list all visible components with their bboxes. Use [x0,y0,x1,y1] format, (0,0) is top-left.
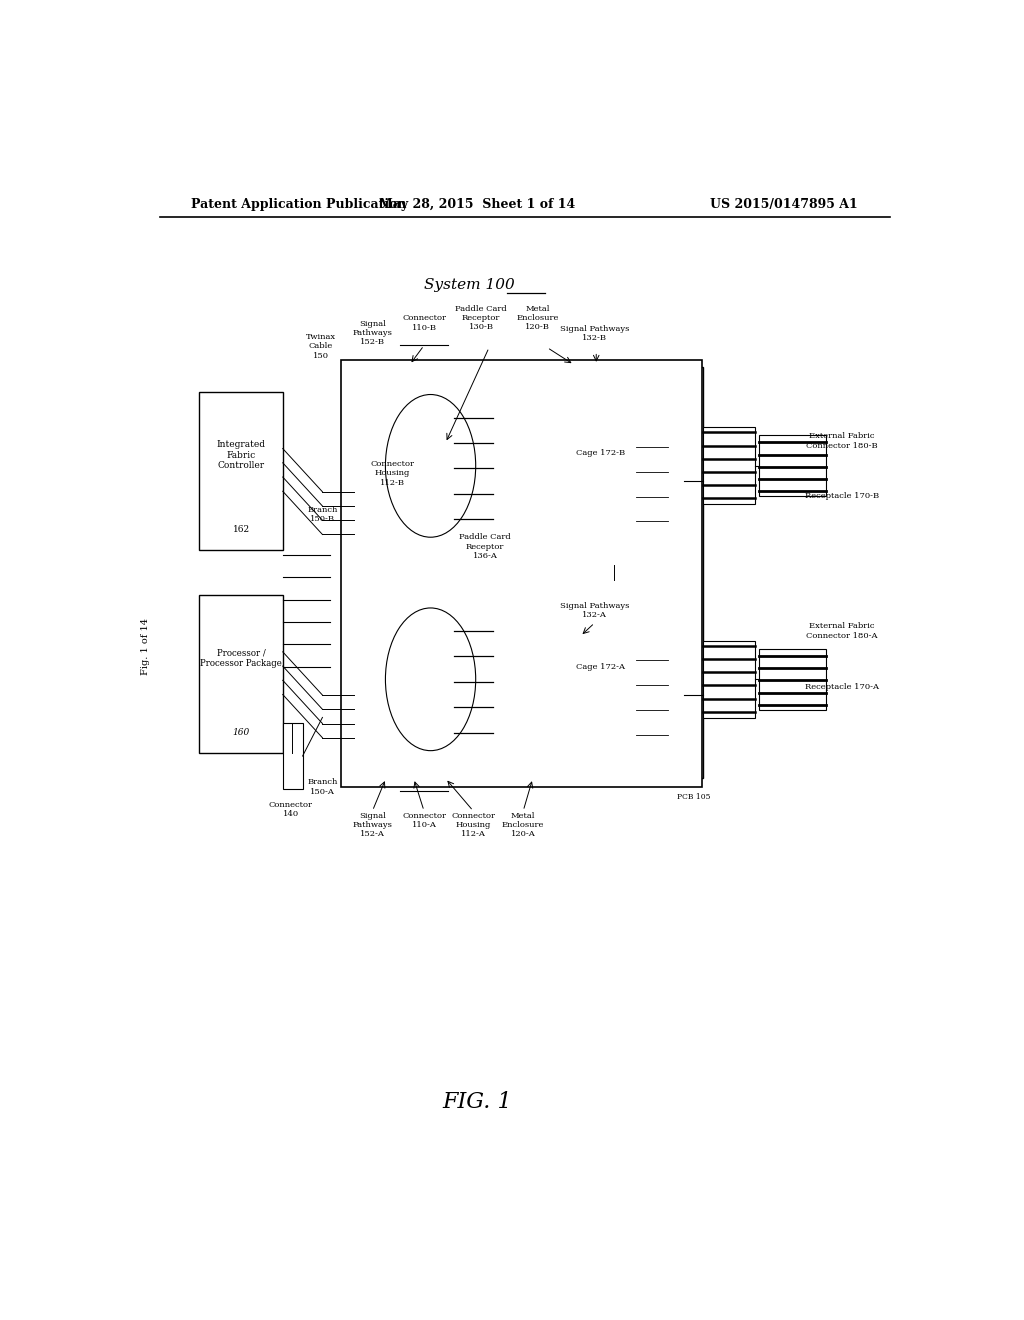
Ellipse shape [385,609,476,751]
Bar [200,595,283,752]
Bar [545,367,684,565]
Text: Signal Pathways
132-A: Signal Pathways 132-A [560,602,630,619]
Text: May 28, 2015  Sheet 1 of 14: May 28, 2015 Sheet 1 of 14 [379,198,575,211]
Text: Metal
Enclosure
120-A: Metal Enclosure 120-A [502,812,545,838]
Text: Connector
Housing
112-A: Connector Housing 112-A [452,812,496,838]
Bar [354,581,684,779]
Text: External Fabric
Connector 180-A: External Fabric Connector 180-A [807,623,878,640]
Text: System 100: System 100 [424,279,515,293]
Bar [759,649,826,710]
Bar [684,367,703,779]
Text: 162: 162 [232,525,250,533]
Bar [759,436,826,496]
Bar [545,581,684,779]
Text: Paddle Card
Receptor
130-B: Paddle Card Receptor 130-B [456,305,507,331]
Text: Branch
150-B: Branch 150-B [307,506,338,523]
Text: Branch
150-A: Branch 150-A [307,779,338,796]
Text: Signal
Pathways
152-B: Signal Pathways 152-B [352,319,392,346]
Bar [635,396,670,535]
Bar [283,722,303,788]
Text: Connector
110-A: Connector 110-A [402,812,446,829]
Bar [200,392,283,549]
Bar [703,640,755,718]
Text: FIG. 1: FIG. 1 [442,1090,512,1113]
Bar [703,428,755,504]
Text: Processor /
Processor Package: Processor / Processor Package [200,648,282,668]
Bar [354,367,684,565]
Text: Cage 172-B: Cage 172-B [575,449,625,457]
Text: Paddle Card
Receptor
136-A: Paddle Card Receptor 136-A [459,533,511,560]
Text: Fig. 1 of 14: Fig. 1 of 14 [141,618,150,675]
Text: US 2015/0147895 A1: US 2015/0147895 A1 [711,198,858,211]
Text: Connector
Housing
112-B: Connector Housing 112-B [371,461,415,487]
Text: Twinax
Cable
150: Twinax Cable 150 [306,333,336,359]
Text: Connector
110-B: Connector 110-B [402,314,446,331]
Text: Receptacle 170-A: Receptacle 170-A [805,682,880,690]
Text: Cage 172-A: Cage 172-A [575,663,625,671]
Text: External Fabric
Connector 180-B: External Fabric Connector 180-B [807,433,878,450]
Text: PCB 105: PCB 105 [677,793,711,801]
Ellipse shape [385,395,476,537]
Bar [635,610,670,748]
Text: Patent Application Publication: Patent Application Publication [191,198,407,211]
Text: 160: 160 [232,729,250,737]
Bar [354,367,494,565]
Text: Signal
Pathways
152-A: Signal Pathways 152-A [352,812,392,838]
Text: Connector
140: Connector 140 [268,801,312,818]
Bar [341,359,701,787]
Text: Signal Pathways
132-B: Signal Pathways 132-B [560,325,630,342]
Bar [354,581,494,779]
Text: Integrated
Fabric
Controller: Integrated Fabric Controller [217,441,265,470]
Text: Receptacle 170-B: Receptacle 170-B [805,492,880,500]
Text: Metal
Enclosure
120-B: Metal Enclosure 120-B [516,305,559,331]
